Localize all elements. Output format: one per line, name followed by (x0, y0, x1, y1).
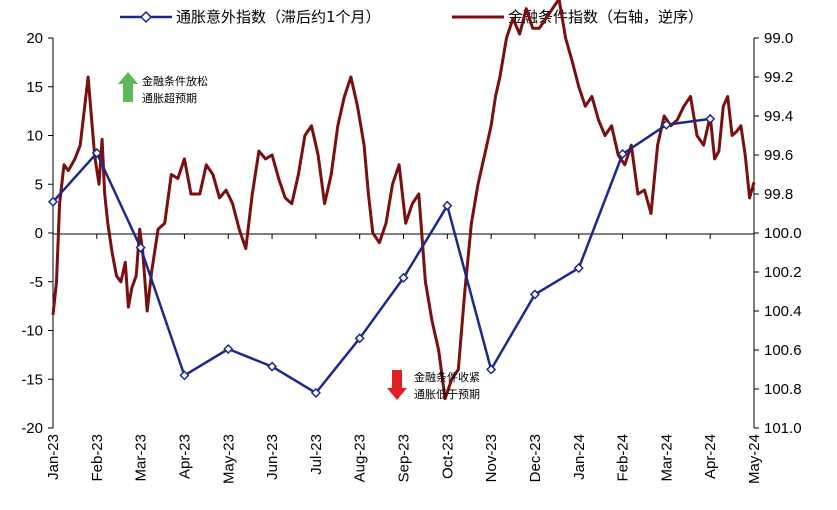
left-axis-ticks: 20 15 10 5 0 -5 -10 -15 -20 (21, 30, 53, 437)
inflation-point (47, 196, 59, 207)
inflation-point (179, 370, 190, 381)
x-tick-label: Feb-24 (615, 434, 632, 482)
x-tick-label: Mar-24 (658, 434, 675, 482)
up-arrow-icon (118, 72, 138, 102)
left-tick-label: -5 (30, 274, 43, 291)
inflation-point (705, 113, 716, 124)
left-tick-label: -15 (21, 371, 43, 388)
legend-inflation-label: 通胀意外指数（滞后约1个月） (176, 8, 381, 26)
inflation-point (398, 272, 409, 283)
left-tick-label: 15 (26, 79, 43, 96)
legend: 通胀意外指数（滞后约1个月） 金融条件指数（右轴，逆序） (120, 8, 703, 26)
inflation-point (573, 263, 584, 274)
annotation-tightening: 金融条件收紧 通胀低于预期 (387, 370, 480, 401)
inflation-point (310, 387, 321, 398)
legend-fci-label: 金融条件指数（右轴，逆序） (508, 8, 703, 26)
x-tick-label: Apr-24 (702, 434, 719, 479)
x-axis-ticks: Jan-23 Feb-23 Mar-23 Apr-23 May-23 Jun-23 Jul-… (45, 234, 763, 484)
inflation-point (223, 343, 234, 355)
annotation-easing-line2: 通胀超预期 (142, 91, 197, 105)
annotation-tightening-line1: 金融条件收紧 (414, 370, 480, 384)
x-tick-label: Sep-23 (396, 434, 413, 482)
inflation-point (354, 333, 365, 344)
left-tick-label: 0 (35, 225, 43, 242)
inflation-point (267, 361, 278, 372)
right-tick-label: 99.4 (764, 108, 793, 125)
right-tick-label: 101.0 (764, 420, 802, 437)
inflation-line (52, 117, 711, 395)
down-arrow-icon (387, 370, 407, 400)
left-tick-label: -10 (21, 323, 43, 340)
x-tick-label: Jun-23 (264, 434, 281, 480)
x-tick-label: Jan-23 (45, 434, 62, 480)
legend-fci: 金融条件指数（右轴，逆序） (452, 8, 703, 26)
inflation-point (486, 364, 497, 375)
x-tick-label: May-23 (220, 434, 237, 484)
right-tick-label: 99.2 (764, 69, 793, 86)
left-tick-label: -20 (21, 420, 43, 437)
annotation-tightening-line2: 通胀低于预期 (414, 388, 480, 401)
x-tick-label: Jan-24 (571, 434, 588, 480)
inflation-point (135, 242, 146, 253)
inflation-point (442, 200, 453, 211)
x-tick-label: Jul-23 (308, 434, 325, 475)
x-tick-label: Mar-23 (133, 434, 150, 482)
right-tick-label: 100.8 (764, 381, 802, 398)
x-tick-label: Feb-23 (89, 434, 106, 482)
annotation-easing: 金融条件放松 通胀超预期 (118, 72, 208, 105)
right-tick-label: 99.0 (764, 30, 793, 47)
x-tick-label: Nov-23 (483, 434, 500, 482)
x-tick-label: Apr-23 (176, 434, 193, 479)
x-tick-label: May-24 (746, 434, 763, 484)
series-inflation (47, 113, 716, 398)
x-tick-label: Aug-23 (352, 434, 369, 482)
right-tick-label: 99.6 (764, 147, 793, 164)
left-tick-label: 10 (26, 128, 43, 145)
left-tick-label: 5 (35, 176, 43, 193)
inflation-point (661, 119, 672, 130)
right-tick-label: 100.0 (764, 225, 802, 242)
legend-inflation: 通胀意外指数（滞后约1个月） (120, 8, 381, 26)
inflation-point (529, 289, 540, 300)
right-tick-label: 99.8 (764, 186, 793, 203)
right-axis-ticks: 99.0 99.2 99.4 99.6 99.8 100.0 100.2 100.4 100.6… (754, 30, 802, 437)
right-tick-label: 100.2 (764, 264, 802, 281)
fci-line (51, 0, 756, 401)
series-fci (51, 0, 756, 401)
x-tick-label: Oct-23 (439, 434, 456, 479)
right-tick-label: 100.4 (764, 303, 802, 320)
x-tick-label: Dec-23 (527, 434, 544, 482)
right-tick-label: 100.6 (764, 342, 802, 359)
annotation-easing-line1: 金融条件放松 (142, 74, 208, 88)
inflation-point (91, 147, 102, 159)
left-tick-label: 20 (26, 30, 43, 47)
inflation-point (617, 148, 628, 160)
